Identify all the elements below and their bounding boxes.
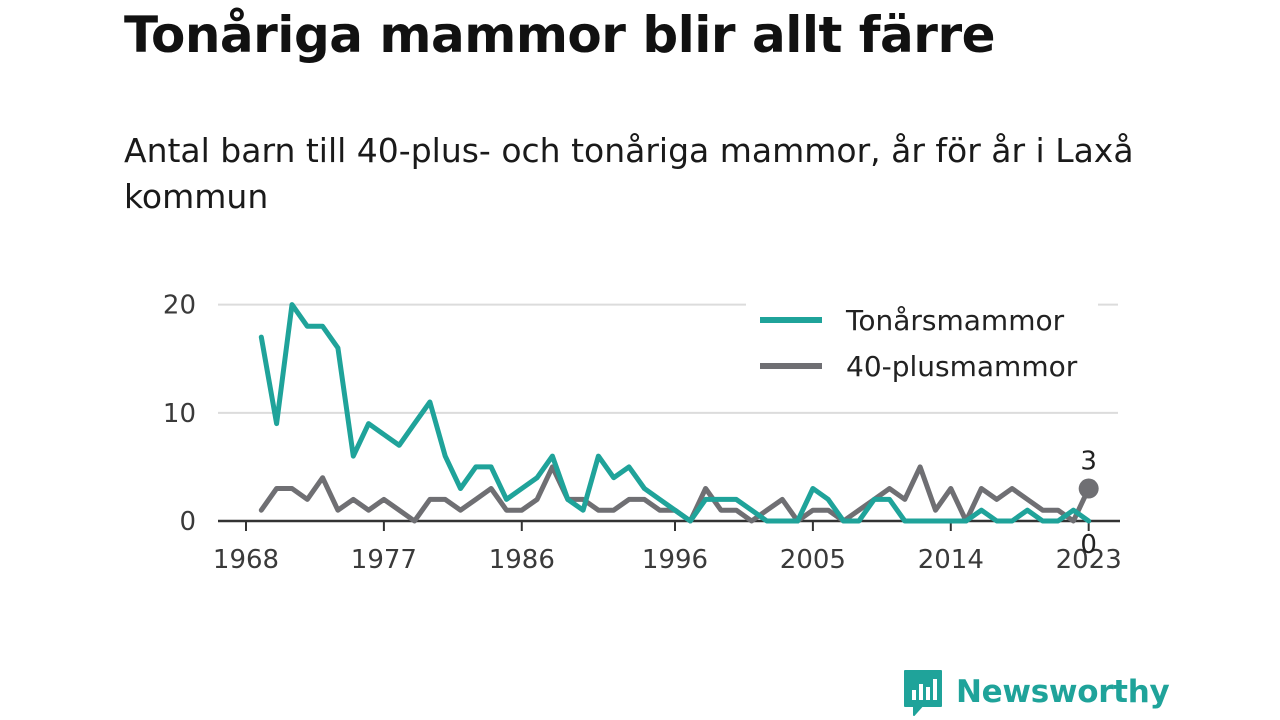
y-tick-label: 0 — [179, 507, 196, 537]
end-labels: 30 — [1078, 447, 1099, 560]
brand-name: Newsworthy — [956, 674, 1170, 710]
x-axis: 1968 1977 1986 1996 2005 2014 2023 — [213, 519, 1122, 575]
x-tick-label: 1996 — [642, 545, 708, 575]
y-tick-label: 10 — [163, 399, 196, 429]
end-label-fortyplusmammor: 3 — [1080, 447, 1097, 477]
x-tick-label: 2023 — [1056, 545, 1122, 575]
newsworthy-logo-icon — [904, 670, 942, 716]
page-title: Tonåriga mammor blir allt färre — [124, 6, 996, 64]
legend-label: Tonårsmammor — [845, 304, 1065, 337]
x-tick-label: 1968 — [213, 545, 279, 575]
page-subtitle: Antal barn till 40-plus- och tonåriga ma… — [124, 131, 1134, 216]
x-tick-label: 1977 — [351, 545, 417, 575]
chart-series — [258, 302, 1092, 524]
newsworthy-logo: Newsworthy — [902, 668, 1170, 716]
y-axis: 0 10 20 — [163, 291, 196, 537]
end-point-fortyplusmammor — [1078, 478, 1099, 499]
x-tick-label: 1986 — [489, 545, 555, 575]
x-tick-label: 2014 — [918, 545, 984, 575]
end-label-tonarsmammor: 0 — [1080, 530, 1097, 560]
legend-label: 40-plusmammor — [846, 350, 1078, 383]
x-tick-label: 2005 — [780, 545, 846, 575]
legend-background — [746, 296, 1098, 388]
y-tick-label: 20 — [163, 291, 196, 321]
chart-legend: Tonårsmammor 40-plusmammor — [746, 296, 1098, 388]
series-line-tonarsmammor — [258, 302, 1092, 524]
